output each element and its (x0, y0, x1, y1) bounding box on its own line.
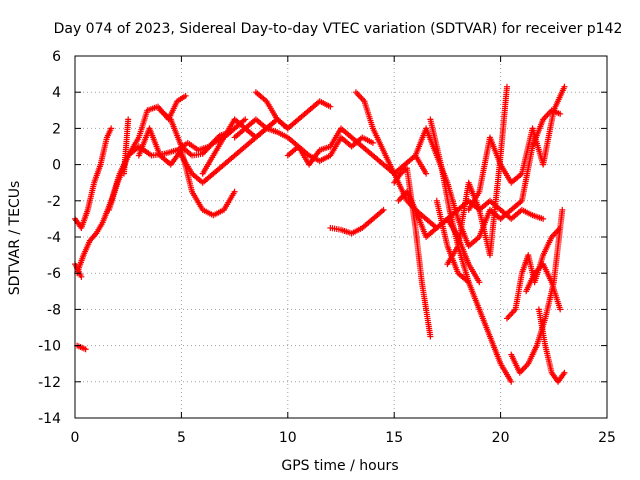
data-point (203, 146, 210, 153)
y-tick-label: -2 (47, 194, 61, 210)
x-tick-label: 20 (492, 430, 510, 446)
data-point (561, 369, 568, 376)
data-point (231, 188, 238, 195)
data-point (427, 333, 434, 340)
data-point (207, 142, 214, 149)
data-point (205, 145, 211, 152)
data-point (108, 125, 115, 132)
data-point (476, 279, 483, 286)
series-track-12 (252, 89, 291, 132)
data-point (561, 83, 568, 90)
y-axis-label: SDTVAR / TECUs (7, 181, 23, 296)
series-track-20 (433, 197, 515, 385)
data-point (206, 143, 213, 150)
data-point (199, 150, 206, 157)
x-tick-label: 10 (279, 430, 297, 446)
data-point (201, 149, 208, 156)
x-tick-label: 25 (598, 430, 616, 446)
y-tick-label: -8 (47, 302, 61, 318)
data-point (125, 116, 132, 123)
data-point (540, 215, 547, 222)
series-track-7 (135, 125, 238, 219)
y-tick-label: -4 (47, 230, 61, 246)
y-tick-label: 6 (52, 49, 61, 65)
data-point (327, 103, 334, 110)
data-point (182, 92, 189, 99)
grid (75, 56, 607, 418)
series-track-4 (74, 342, 89, 353)
x-tick-label: 5 (177, 430, 186, 446)
data-point (503, 83, 510, 90)
data-point (557, 110, 564, 117)
y-tick-label: -12 (38, 375, 61, 391)
data-point (557, 306, 564, 313)
axis-ticks: 0 5 10 15 20 25 -14 -12 -10 -8 -6 -4 -2 0 2 4 6 (38, 49, 616, 446)
data-point (242, 116, 249, 123)
x-tick-label: 0 (71, 430, 80, 446)
series-track-17 (395, 188, 483, 286)
y-tick-label: -10 (38, 339, 61, 355)
data-point (508, 378, 515, 385)
y-tick-label: 2 (52, 121, 61, 137)
series-track-27 (497, 107, 564, 222)
series-track-1 (72, 125, 115, 231)
series-track-24 (508, 206, 566, 376)
series-track-6 (120, 116, 132, 177)
series-track-22 (465, 83, 568, 213)
data-point (284, 125, 291, 132)
y-tick-label: 4 (52, 85, 61, 101)
data-point (423, 170, 430, 177)
data-point (82, 346, 89, 353)
series-track-26 (535, 306, 568, 385)
data-point (208, 141, 215, 148)
series-track-14 (327, 206, 387, 237)
series-track-16 (391, 165, 434, 340)
data-points (72, 83, 568, 385)
data-point (369, 139, 376, 146)
y-tick-label: 0 (52, 158, 61, 174)
y-tick-label: -14 (38, 411, 61, 427)
chart-title: Day 074 of 2023, Sidereal Day-to-day VTE… (54, 21, 623, 37)
data-point (78, 273, 85, 280)
x-tick-label: 15 (385, 430, 403, 446)
data-point (380, 206, 387, 213)
y-tick-label: -6 (47, 266, 61, 282)
x-axis-label: GPS time / hours (281, 458, 398, 474)
series-track-25 (523, 261, 564, 313)
data-point (559, 206, 566, 213)
series-track-2 (74, 129, 234, 277)
data-point (202, 148, 209, 155)
